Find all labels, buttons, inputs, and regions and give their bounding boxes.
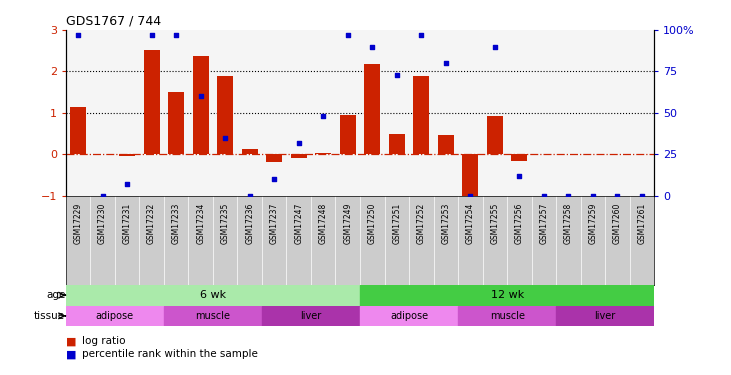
Point [293, 140, 305, 146]
Point [440, 60, 452, 66]
Bar [242, 150, 257, 154]
Bar [360, 306, 458, 326]
Text: GSM17233: GSM17233 [172, 203, 181, 244]
Point [194, 93, 206, 99]
Text: GSM17230: GSM17230 [98, 203, 107, 244]
Point [538, 193, 550, 199]
Text: GSM17236: GSM17236 [245, 203, 254, 244]
Bar [438, 135, 454, 154]
Bar [217, 76, 233, 154]
Text: GSM17256: GSM17256 [515, 203, 524, 244]
Point [514, 173, 526, 179]
Point [268, 176, 280, 182]
Text: log ratio: log ratio [82, 336, 126, 346]
Point [489, 44, 501, 50]
Bar [66, 285, 360, 306]
Bar [70, 107, 86, 154]
Text: 6 wk: 6 wk [200, 290, 226, 300]
Bar [413, 76, 429, 154]
Point [317, 113, 329, 119]
Text: GSM17251: GSM17251 [393, 203, 401, 244]
Bar [512, 154, 527, 160]
Text: GSM17231: GSM17231 [123, 203, 132, 244]
Text: age: age [46, 290, 65, 300]
Point [636, 193, 648, 199]
Text: GSM17259: GSM17259 [588, 203, 597, 244]
Bar [168, 92, 184, 154]
Text: ■: ■ [66, 336, 76, 346]
Bar [164, 306, 262, 326]
Bar [66, 306, 164, 326]
Text: GSM17234: GSM17234 [196, 203, 205, 244]
Point [563, 193, 575, 199]
Text: GSM17261: GSM17261 [637, 203, 646, 244]
Point [342, 32, 354, 38]
Point [145, 32, 157, 38]
Point [170, 32, 182, 38]
Text: GSM17250: GSM17250 [368, 203, 376, 244]
Text: GSM17232: GSM17232 [147, 203, 156, 244]
Text: GSM17237: GSM17237 [270, 203, 279, 244]
Text: muscle: muscle [195, 311, 230, 321]
Bar [262, 306, 360, 326]
Text: GSM17254: GSM17254 [466, 203, 475, 244]
Text: muscle: muscle [490, 311, 525, 321]
Point [219, 135, 231, 141]
Text: liver: liver [594, 311, 616, 321]
Text: GSM17258: GSM17258 [564, 203, 573, 244]
Point [587, 193, 599, 199]
Text: GSM17257: GSM17257 [539, 203, 548, 244]
Point [244, 193, 256, 199]
Text: adipose: adipose [390, 311, 428, 321]
Text: GDS1767 / 744: GDS1767 / 744 [66, 15, 161, 27]
Point [96, 193, 108, 199]
Bar [340, 115, 356, 154]
Text: GSM17249: GSM17249 [344, 203, 352, 244]
Bar [556, 306, 654, 326]
Bar [291, 154, 307, 158]
Bar [458, 306, 556, 326]
Bar [487, 116, 503, 154]
Bar [266, 154, 282, 162]
Text: GSM17229: GSM17229 [74, 203, 83, 244]
Point [464, 193, 476, 199]
Text: 12 wk: 12 wk [491, 290, 523, 300]
Text: GSM17235: GSM17235 [221, 203, 230, 244]
Bar [463, 154, 478, 198]
Bar [119, 154, 135, 156]
Text: GSM17253: GSM17253 [442, 203, 450, 244]
Text: GSM17260: GSM17260 [613, 203, 622, 244]
Bar [360, 285, 654, 306]
Point [72, 32, 84, 38]
Bar [193, 56, 208, 154]
Text: GSM17252: GSM17252 [417, 203, 426, 244]
Point [121, 181, 133, 187]
Text: liver: liver [300, 311, 322, 321]
Text: tissue: tissue [34, 311, 65, 321]
Text: GSM17247: GSM17247 [294, 203, 303, 244]
Text: GSM17248: GSM17248 [319, 203, 327, 244]
Point [612, 193, 624, 199]
Point [366, 44, 378, 50]
Text: GSM17255: GSM17255 [491, 203, 499, 244]
Bar [315, 153, 331, 154]
Bar [389, 134, 405, 154]
Bar [143, 50, 159, 154]
Text: percentile rank within the sample: percentile rank within the sample [82, 350, 258, 359]
Text: ■: ■ [66, 350, 76, 359]
Bar [364, 64, 380, 154]
Text: adipose: adipose [96, 311, 134, 321]
Point [415, 32, 427, 38]
Point [391, 72, 403, 78]
